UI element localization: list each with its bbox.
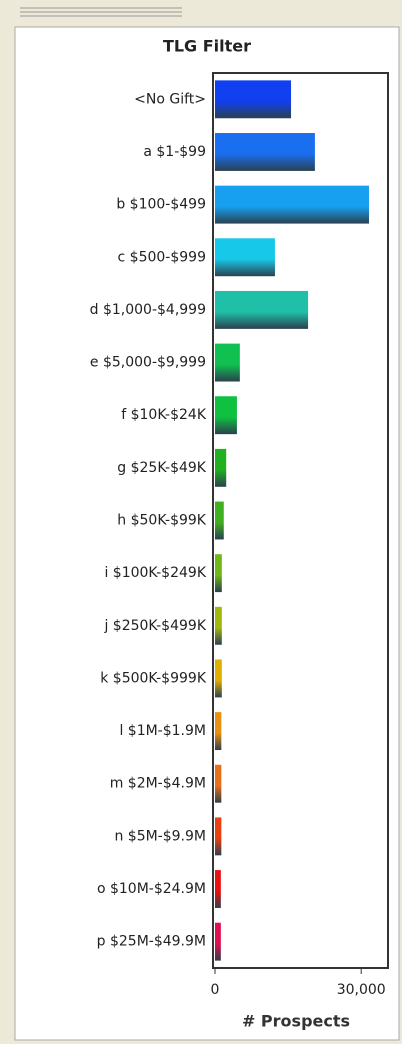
bar (215, 396, 237, 435)
y-tick-label: a $1-$99 (143, 144, 206, 160)
bar (215, 343, 240, 382)
x-axis-title: # Prospects (242, 1012, 350, 1031)
y-tick-label: c $500-$999 (118, 249, 206, 265)
bar (215, 80, 292, 119)
bar (215, 448, 227, 487)
bar (215, 870, 221, 908)
bar (215, 817, 222, 856)
x-tick-label: 0 (211, 982, 220, 998)
bar (215, 133, 315, 171)
y-tick-label: m $2M-$4.9M (110, 776, 206, 792)
y-tick-label: i $100K-$249K (104, 565, 206, 581)
y-tick-label: l $1M-$1.9M (119, 723, 206, 739)
y-tick-label: h $50K-$99K (117, 513, 207, 529)
y-tick-label: f $10K-$24K (121, 407, 207, 423)
bar (215, 554, 222, 593)
top-grip (20, 7, 182, 17)
x-tick-label: 30,000 (337, 982, 386, 998)
bar (215, 922, 221, 961)
chart-title: TLG Filter (163, 37, 251, 56)
y-tick-label: p $25M-$49.9M (97, 934, 206, 950)
y-tick-label: n $5M-$9.9M (114, 828, 206, 844)
y-tick-label: g $25K-$49K (117, 460, 207, 476)
y-tick-label: k $500K-$999K (100, 670, 207, 686)
bar (215, 238, 275, 277)
bar (215, 290, 309, 329)
bar (215, 764, 222, 803)
bar (215, 606, 222, 645)
y-tick-label: e $5,000-$9,999 (90, 355, 206, 371)
y-tick-label: o $10M-$24.9M (97, 881, 206, 897)
y-tick-label: d $1,000-$4,999 (90, 302, 206, 318)
y-tick-label: <No Gift> (134, 91, 206, 107)
y-tick-label: b $100-$499 (116, 197, 206, 213)
y-tick-label: j $250K-$499K (103, 618, 206, 634)
bar (215, 712, 222, 751)
bar (215, 185, 369, 224)
bar (215, 659, 222, 698)
bar (215, 501, 224, 540)
